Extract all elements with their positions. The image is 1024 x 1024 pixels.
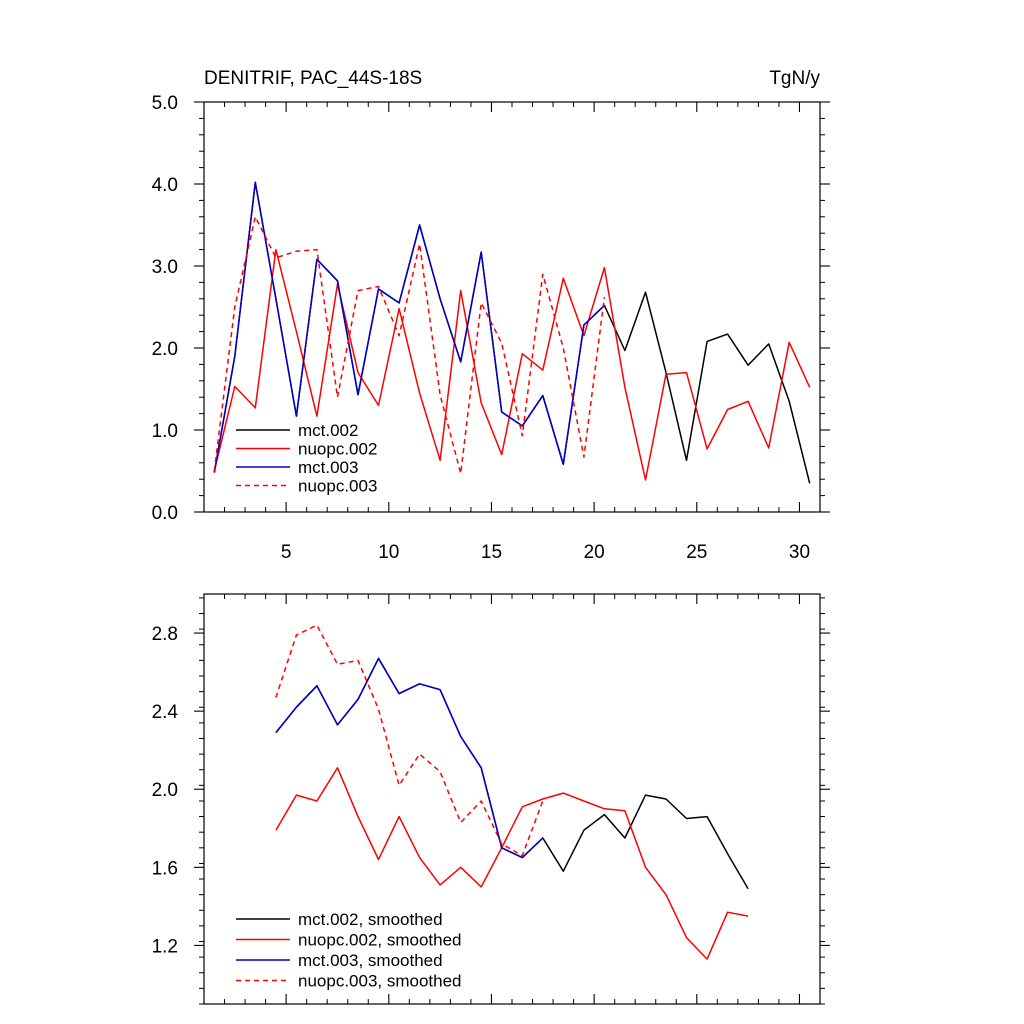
x-tick-label: 15 (481, 542, 502, 563)
x-tick-label: 20 (584, 542, 605, 563)
series-line-nuopc-003-smoothed (275, 624, 544, 857)
series-line-nuopc-002 (213, 248, 811, 481)
legend-label: mct.002 (298, 421, 358, 440)
bottom-legend: mct.002, smoothed nuopc.002, smoothedmct.… (236, 910, 462, 991)
series-line-mct-003-smoothed (275, 657, 544, 859)
y-tick-label: 0.0 (152, 503, 178, 524)
series-line-mct-002-smoothed (275, 657, 749, 890)
top-plot-frame (203, 101, 821, 513)
top-chart-panel: DENITRIF, PAC_44S-18S TgN/y 5 10 15 20 25 30 0… (152, 68, 830, 563)
legend-label: nuopc.002 (298, 440, 377, 459)
y-tick-label: 3.0 (152, 257, 178, 278)
y-tick-label: 1.6 (152, 858, 178, 879)
top-axes-ticks: 5 10 15 20 25 30 0.0 1.0 2.0 3.0 4.0 5.0 (152, 93, 830, 563)
legend-label: nuopc.002, smoothed (298, 931, 462, 950)
top-series-group (213, 181, 811, 484)
y-tick-label: 2.8 (152, 624, 178, 645)
legend-label: nuopc.003 (298, 477, 377, 496)
y-tick-label: 2.0 (152, 780, 178, 801)
series-line-mct-003 (213, 181, 605, 473)
x-tick-label: 5 (281, 542, 292, 563)
x-tick-label: 25 (686, 542, 707, 563)
legend-label: mct.003, smoothed (298, 951, 443, 970)
legend-label: mct.003 (298, 458, 358, 477)
chart-title: DENITRIF, PAC_44S-18S (204, 68, 422, 89)
y-tick-label: 1.0 (152, 421, 178, 442)
bottom-axes-ticks: 1.2 1.6 2.0 2.4 2.8 (152, 594, 830, 1005)
y-tick-label: 5.0 (152, 93, 178, 114)
x-tick-label: 30 (789, 542, 810, 563)
x-tick-label: 10 (378, 542, 399, 563)
bottom-series-group (275, 624, 749, 960)
units-label: TgN/y (769, 68, 820, 89)
legend-label: mct.002, smoothed (298, 910, 443, 929)
y-tick-label: 2.4 (152, 702, 179, 723)
y-tick-label: 4.0 (152, 175, 178, 196)
bottom-chart-panel: 1.2 1.6 2.0 2.4 2.8 mct.002, smoothed nuopc.0… (152, 593, 830, 1005)
legend-label: nuopc.003, smoothed (298, 972, 462, 991)
series-line-nuopc-003 (213, 216, 606, 475)
y-tick-label: 2.0 (152, 339, 178, 360)
bottom-plot-frame (203, 593, 821, 1005)
series-line-nuopc-002-smoothed (275, 767, 749, 960)
y-tick-label: 1.2 (152, 936, 178, 957)
